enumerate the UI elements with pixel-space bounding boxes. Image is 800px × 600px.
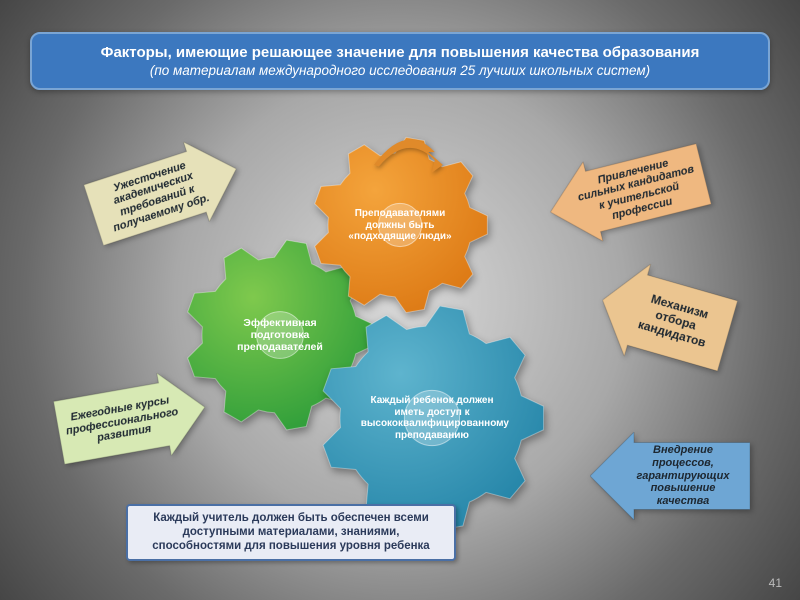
cycle-arrow: [366, 128, 446, 173]
gear-blue-label: Каждый ребенок должен иметь доступ к выс…: [361, 395, 504, 441]
bottom-callout-text: Каждый учитель должен быть обеспечен все…: [152, 512, 429, 552]
header-title: Факторы, имеющие решающее значение для п…: [48, 44, 752, 61]
page-number: 41: [769, 576, 782, 590]
gear-blue: Каждый ребенок должен иметь доступ к выс…: [320, 306, 544, 530]
bottom-callout: Каждый учитель должен быть обеспечен все…: [126, 504, 456, 561]
arrow-processes-label: Внедрение процессов, гарантирующих повыш…: [624, 438, 742, 514]
arrow-processes: Внедрение процессов, гарантирующих повыш…: [590, 432, 750, 520]
header-callout: Факторы, имеющие решающее значение для п…: [30, 32, 770, 90]
gear-orange-label: Преподавателями должны быть «подходящие …: [344, 208, 456, 243]
header-subtitle: (по материалам международного исследован…: [48, 63, 752, 78]
